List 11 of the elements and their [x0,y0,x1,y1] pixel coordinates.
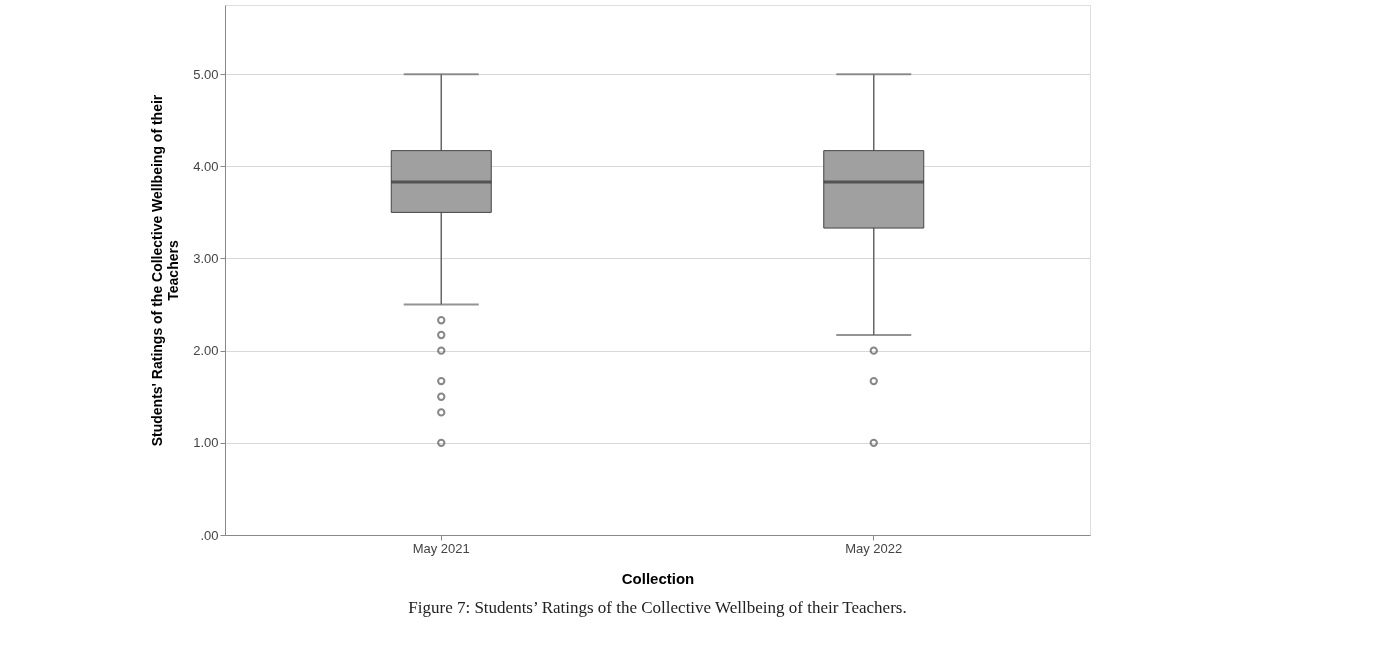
caption: Figure 7: Students’ Ratings of the Collective Wellbeing of their Teachers. [408,598,907,617]
y-tick-label: 4.00 [193,158,219,174]
x-tick-label: May 2021 [412,540,470,556]
y-tick-label: 5.00 [193,66,219,82]
y-tick-label: 1.00 [193,435,219,451]
x-axis-title: Collection [621,569,695,587]
y-tick-label: .00 [200,527,219,543]
x-tick-label: May 2022 [845,540,903,556]
y-tick-label: 2.00 [193,343,219,359]
y-tick-label: 3.00 [193,250,219,266]
y-axis-title: Students' Ratings of the Collective Wellbeing of their Teachers [149,94,182,447]
